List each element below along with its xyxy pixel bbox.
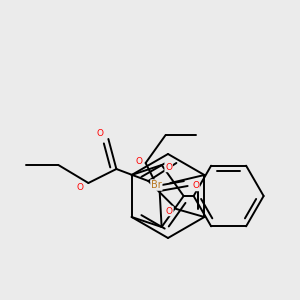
Text: O: O xyxy=(135,157,142,166)
Text: O: O xyxy=(192,182,199,190)
Text: O: O xyxy=(97,130,104,139)
Text: O: O xyxy=(166,206,173,215)
Text: O: O xyxy=(165,163,172,172)
Text: O: O xyxy=(77,182,84,191)
Text: Br: Br xyxy=(151,180,162,190)
